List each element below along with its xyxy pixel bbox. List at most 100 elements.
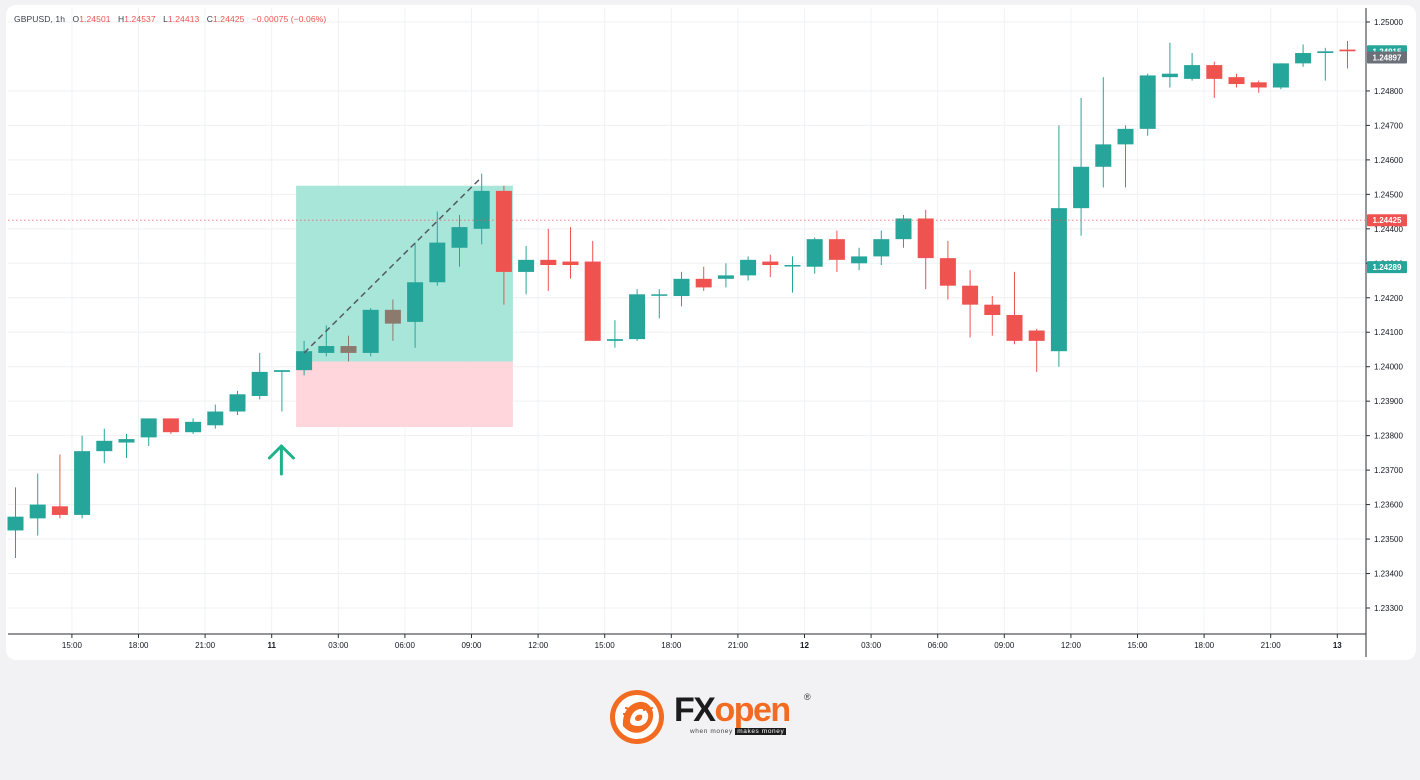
candle-body	[473, 190, 490, 229]
low-label: L	[163, 14, 168, 24]
time-tick-label: 03:00	[861, 641, 882, 650]
price-badge-label: 1.24289	[1373, 263, 1402, 272]
candle-body	[318, 346, 335, 353]
price-tick-label: 1.23900	[1374, 397, 1403, 406]
candle-body	[1050, 208, 1067, 352]
time-tick-label: 18:00	[1194, 641, 1215, 650]
candlestick-chart[interactable]: 1.23300 1.23400 1.23500 1.23600 1.23700 1.238…	[0, 0, 1420, 665]
price-tick-label: 1.24000	[1374, 363, 1403, 372]
time-tick-label: 09:00	[994, 641, 1015, 650]
candle-body	[340, 346, 357, 353]
high-value: 1.24537	[124, 14, 156, 24]
candle-body	[140, 418, 157, 438]
price-tick-label: 1.23500	[1374, 535, 1403, 544]
candle-body	[51, 506, 68, 515]
price-tick-label: 1.23800	[1374, 432, 1403, 441]
candle-body	[740, 259, 757, 276]
price-badge	[1367, 51, 1407, 64]
candle-body	[806, 239, 823, 267]
price-tick-label: 1.23600	[1374, 501, 1403, 510]
time-tick-label: 18:00	[661, 641, 682, 650]
time-tick-label: 21:00	[728, 641, 749, 650]
price-tick-label: 1.24200	[1374, 294, 1403, 303]
candle-body	[1295, 53, 1312, 64]
candle-body	[1272, 63, 1289, 88]
price-tick-label: 1.23700	[1374, 466, 1403, 475]
candle-body	[984, 304, 1001, 315]
time-tick-label: 06:00	[395, 641, 416, 650]
candle-body	[1117, 128, 1134, 145]
candle-body	[229, 394, 246, 412]
candle-body	[74, 451, 91, 515]
price-tick-label: 1.24600	[1374, 156, 1403, 165]
high-label: H	[118, 14, 125, 24]
symbol-label[interactable]: GBPUSD, 1h	[14, 14, 66, 24]
time-tick-label: 12	[800, 641, 809, 650]
candle-body	[828, 239, 845, 260]
time-tick-label: 21:00	[1261, 641, 1282, 650]
open-value: 1.24501	[79, 14, 111, 24]
loss-zone	[296, 361, 513, 428]
time-tick-label: 11	[267, 641, 276, 650]
tagline-part-1: when money	[690, 728, 733, 735]
candle-body	[717, 275, 734, 279]
price-badge	[1367, 214, 1407, 227]
candle-body	[1317, 51, 1334, 54]
candle-body	[673, 278, 690, 297]
candle-body	[118, 439, 135, 443]
candle-body	[762, 261, 779, 266]
time-tick-label: 06:00	[928, 641, 949, 650]
candle-body	[207, 411, 224, 426]
candles	[7, 40, 1356, 559]
price-tick-label: 1.24500	[1374, 190, 1403, 199]
fxopen-logo: FXopen ® when money makes money	[608, 688, 818, 748]
price-tick-label: 1.24400	[1374, 225, 1403, 234]
candle-body	[29, 504, 46, 519]
candle-body	[540, 259, 557, 266]
candle-body	[1228, 77, 1245, 85]
candle-body	[939, 258, 956, 286]
candle-body	[1006, 315, 1023, 341]
candle-body	[384, 309, 401, 324]
candle-body	[695, 278, 712, 288]
candle-body	[451, 227, 468, 248]
lion-emblem-icon	[610, 690, 664, 744]
time-tick-label: 15:00	[62, 641, 83, 650]
ohlc-legend: GBPUSD, 1h O1.24501 H1.24537 L1.24413 C1…	[14, 14, 326, 24]
price-badge	[1367, 261, 1407, 274]
price-tick-label: 1.24700	[1374, 121, 1403, 130]
logo-open-text: open	[714, 691, 791, 729]
candle-body	[407, 282, 424, 322]
change-value: −0.00075 (−0.06%)	[251, 14, 327, 24]
candle-body	[362, 309, 379, 353]
logo-fx-text: FX	[674, 691, 716, 729]
close-label: C	[206, 14, 213, 24]
registered-mark: ®	[804, 692, 811, 702]
annotations	[8, 176, 1365, 476]
candle-body	[1250, 82, 1267, 88]
buy-arrow-icon	[267, 444, 295, 476]
candle-body	[606, 339, 623, 341]
price-badge-label: 1.24425	[1373, 216, 1402, 225]
time-tick-label: 12:00	[1061, 641, 1082, 650]
time-tick-label: 15:00	[595, 641, 616, 650]
time-tick-label: 03:00	[328, 641, 349, 650]
price-tick-label: 1.24100	[1374, 328, 1403, 337]
candle-body	[873, 239, 890, 257]
price-badge-label: 1.24897	[1373, 54, 1402, 63]
candle-body	[851, 256, 868, 264]
time-tick-label: 12:00	[528, 641, 549, 650]
candle-body	[185, 421, 202, 433]
grid-lines	[8, 8, 1365, 633]
time-tick-label: 18:00	[128, 641, 149, 650]
candle-body	[1073, 166, 1090, 209]
axes: 1.23300 1.23400 1.23500 1.23600 1.23700 1.238…	[8, 8, 1407, 657]
candle-body	[784, 265, 801, 267]
candle-body	[917, 218, 934, 259]
price-tick-label: 1.24800	[1374, 87, 1403, 96]
candle-body	[96, 440, 113, 452]
candle-body	[251, 371, 268, 397]
candle-body	[1206, 65, 1223, 79]
candle-body	[162, 418, 179, 433]
trend-line	[303, 176, 483, 354]
